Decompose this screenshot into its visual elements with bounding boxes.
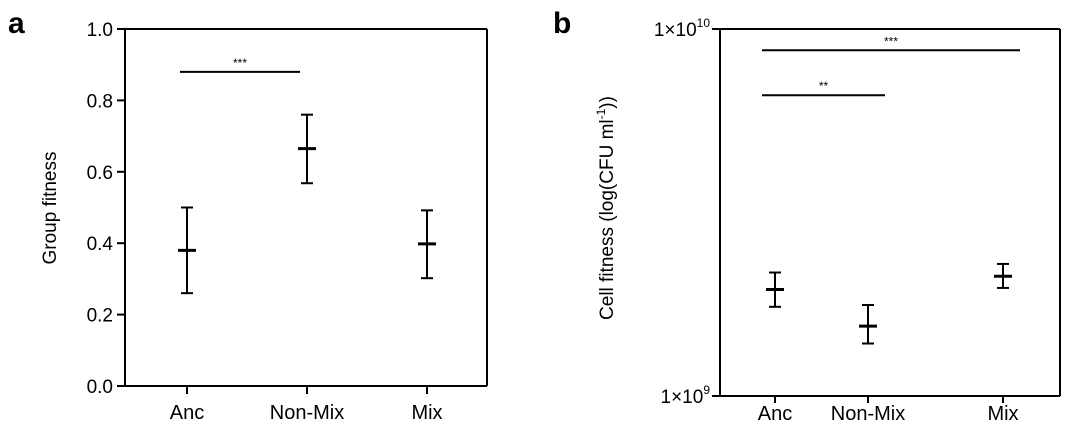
panel-a-significance-label: ***: [233, 56, 247, 70]
panel-b-y-axis-title-close: )): [597, 96, 618, 109]
panel-a-x-categories: Anc Non-Mix Mix: [170, 386, 443, 424]
panel-a-data-marks: [178, 113, 436, 295]
panel-b-y-axis-title-main: Cell fitness (log(CFU ml: [597, 119, 618, 320]
panel-a-y-axis-title: Group fitness: [40, 152, 61, 265]
panel-b-y-tick-label: 1×1010: [654, 16, 710, 41]
panel-b-x-categories: Anc Non-Mix Mix: [758, 396, 1019, 424]
panel-b-significance: *****: [762, 34, 1020, 97]
panel-a-y-ticks: 0.0 0.2 0.4 0.6 0.8 1.0: [87, 20, 125, 398]
panel-a-y-tick-label: 0.4: [87, 234, 114, 255]
panel-a-x-category-label: Mix: [411, 402, 442, 424]
panel-b-x-category-label: Non-Mix: [831, 403, 905, 424]
panel-a-y-tick-label: 0.0: [87, 377, 113, 398]
panel-b-y-axis-title-exp: -1: [594, 108, 608, 119]
panel-a-significance: ***: [180, 56, 300, 73]
panel-b: b Cell fitness (log(CFU ml-1)) 1×1091×10…: [553, 7, 1061, 424]
panel-b-significance-label: ***: [884, 34, 898, 48]
panel-b-y-ticks: 1×109 1×1010: [654, 16, 720, 408]
panel-a-x-category-label: Non-Mix: [270, 402, 344, 424]
panel-b-x-category-label: Anc: [758, 403, 792, 424]
panel-a-y-tick-label: 1.0: [87, 20, 113, 41]
panel-b-y-axis-title: Cell fitness (log(CFU ml-1)): [594, 96, 618, 320]
panel-b-x-category-label: Mix: [987, 403, 1018, 424]
panel-a-y-tick-label: 0.6: [87, 163, 113, 184]
panel-a-y-tick-label: 0.2: [87, 306, 113, 327]
panel-a-y-tick-label: 0.8: [87, 91, 113, 112]
panel-b-data-marks: [766, 262, 1012, 345]
panel-b-letter: b: [553, 7, 571, 40]
panel-a-letter: a: [8, 7, 25, 40]
panel-b-y-tick-label: 1×109: [661, 383, 711, 408]
panel-b-significance-label: **: [819, 79, 829, 93]
panel-a-x-category-label: Anc: [170, 402, 204, 424]
panel-a: a Group fitness 0.0 0.2 0.4 0.6 0.8 1.0 Anc No…: [8, 7, 488, 424]
